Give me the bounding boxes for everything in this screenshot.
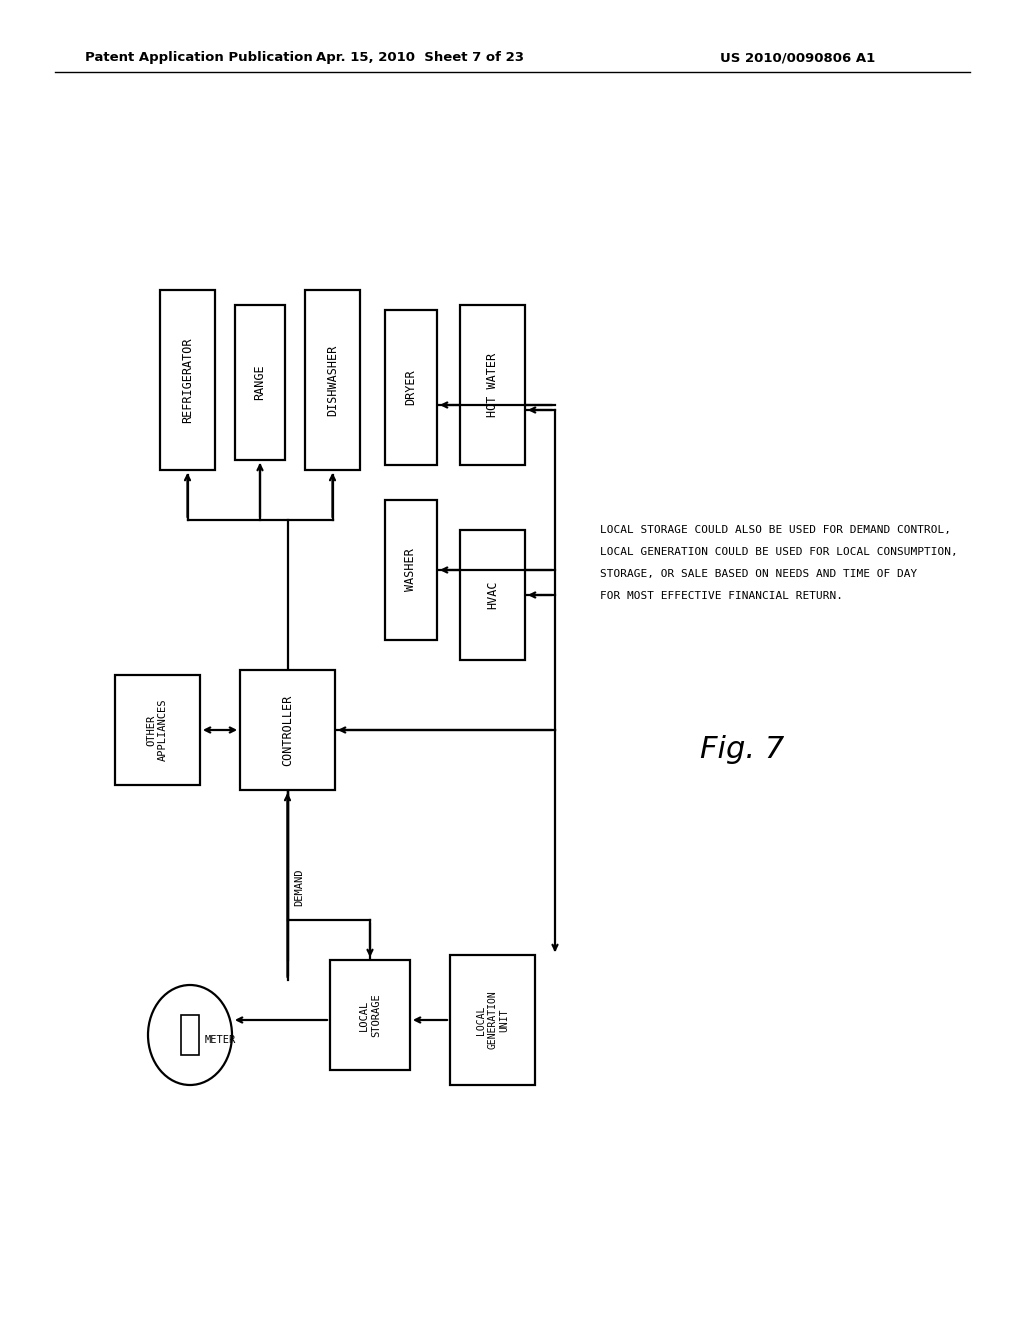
Text: METER: METER: [205, 1035, 237, 1045]
Ellipse shape: [148, 985, 232, 1085]
Bar: [181, 1015, 199, 1055]
Text: STORAGE, OR SALE BASED ON NEEDS AND TIME OF DAY: STORAGE, OR SALE BASED ON NEEDS AND TIME…: [600, 569, 918, 579]
Bar: [460, 305, 525, 465]
Bar: [234, 305, 285, 459]
Text: DISHWASHER: DISHWASHER: [326, 345, 339, 416]
Bar: [240, 671, 335, 789]
Bar: [115, 675, 200, 785]
Bar: [305, 290, 360, 470]
Text: LOCAL STORAGE COULD ALSO BE USED FOR DEMAND CONTROL,: LOCAL STORAGE COULD ALSO BE USED FOR DEM…: [600, 525, 951, 535]
Text: LOCAL
STORAGE: LOCAL STORAGE: [359, 993, 381, 1038]
Text: WASHER: WASHER: [404, 549, 418, 591]
Text: DRYER: DRYER: [404, 370, 418, 405]
Text: DEMAND: DEMAND: [295, 869, 304, 907]
Text: CONTROLLER: CONTROLLER: [281, 694, 294, 766]
Text: HOT WATER: HOT WATER: [486, 352, 499, 417]
Bar: [385, 500, 437, 640]
Bar: [460, 531, 525, 660]
Bar: [385, 310, 437, 465]
Bar: [160, 290, 215, 470]
Text: LOCAL GENERATION COULD BE USED FOR LOCAL CONSUMPTION,: LOCAL GENERATION COULD BE USED FOR LOCAL…: [600, 546, 957, 557]
Text: RANGE: RANGE: [254, 364, 266, 400]
Bar: [450, 954, 535, 1085]
Text: Patent Application Publication: Patent Application Publication: [85, 51, 312, 65]
Text: OTHER
APPLIANCES: OTHER APPLIANCES: [146, 698, 168, 762]
Text: REFRIGERATOR: REFRIGERATOR: [181, 337, 194, 422]
Text: FOR MOST EFFECTIVE FINANCIAL RETURN.: FOR MOST EFFECTIVE FINANCIAL RETURN.: [600, 591, 843, 601]
Text: Fig. 7: Fig. 7: [700, 735, 784, 764]
Text: LOCAL
GENERATION
UNIT: LOCAL GENERATION UNIT: [476, 990, 509, 1049]
Bar: [330, 960, 410, 1071]
Text: US 2010/0090806 A1: US 2010/0090806 A1: [720, 51, 876, 65]
Text: Apr. 15, 2010  Sheet 7 of 23: Apr. 15, 2010 Sheet 7 of 23: [316, 51, 524, 65]
Text: HVAC: HVAC: [486, 581, 499, 610]
